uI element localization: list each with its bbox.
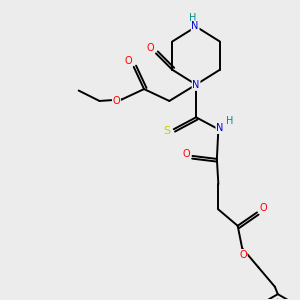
Text: O: O [112, 96, 120, 106]
Text: S: S [164, 126, 171, 136]
Text: O: O [239, 250, 247, 260]
Text: O: O [259, 203, 267, 213]
Text: N: N [191, 21, 199, 31]
Text: O: O [124, 56, 132, 66]
Text: N: N [192, 80, 200, 90]
Text: O: O [147, 43, 154, 53]
Text: H: H [189, 13, 196, 23]
Text: O: O [182, 149, 190, 160]
Text: H: H [226, 116, 233, 126]
Text: N: N [216, 123, 224, 133]
